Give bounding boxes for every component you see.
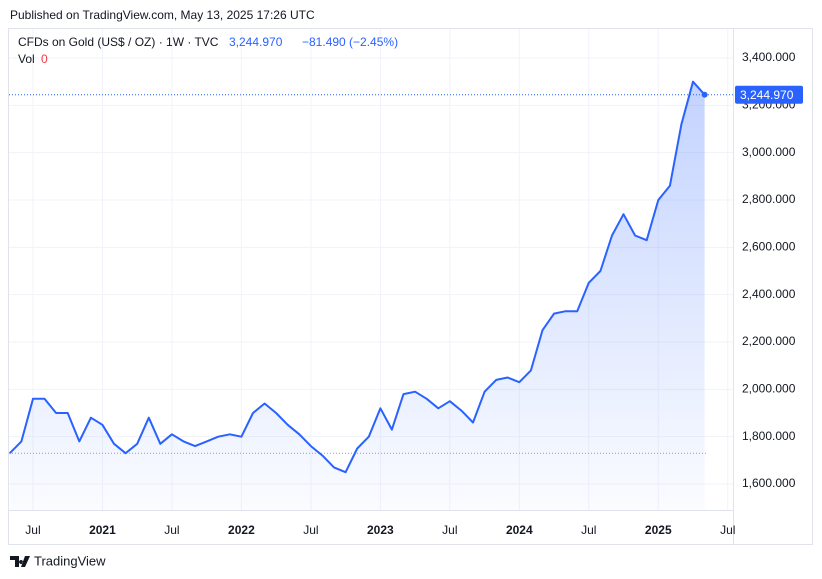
volume-label: Vol (18, 52, 35, 66)
published-note: Published on TradingView.com, May 13, 20… (10, 8, 315, 22)
y-tick-label: 1,600.000 (742, 476, 796, 490)
y-tick-label: 2,000.000 (742, 382, 796, 396)
x-tick-label: Jul (720, 523, 735, 537)
x-tick-label: 2021 (89, 523, 116, 537)
y-tick-label: 2,400.000 (742, 287, 796, 301)
area (9, 81, 705, 510)
last-point (701, 91, 708, 98)
y-tick-label: 2,800.000 (742, 192, 796, 206)
x-tick-label: 2022 (228, 523, 255, 537)
y-tick-label: 1,800.000 (742, 429, 796, 443)
x-tick-label: 2024 (506, 523, 533, 537)
price-change: −81.490 (−2.45%) (302, 35, 398, 49)
x-tick-label: Jul (581, 523, 596, 537)
x-tick-label: Jul (25, 523, 40, 537)
y-tick-label: 2,600.000 (742, 240, 796, 254)
last-price-badge-label: 3,244.970 (740, 88, 794, 102)
x-tick-label: 2025 (645, 523, 672, 537)
brand-logo (10, 556, 30, 567)
x-tick-label: 2023 (367, 523, 394, 537)
y-tick-label: 2,200.000 (742, 334, 796, 348)
volume-value: 0 (41, 52, 48, 66)
plot (9, 29, 733, 510)
x-tick-label: Jul (164, 523, 179, 537)
brand-name: TradingView (34, 553, 106, 568)
last-price-badge (735, 85, 803, 104)
x-tick-label: Jul (303, 523, 318, 537)
chart-title: CFDs on Gold (US$ / OZ) · 1W · TVC (18, 35, 219, 49)
x-tick-label: Jul (442, 523, 457, 537)
last-price: 3,244.970 (229, 35, 283, 49)
y-tick-label: 3,400.000 (742, 50, 796, 64)
y-tick-label: 3,000.000 (742, 145, 796, 159)
chart-frame (8, 28, 813, 545)
line (9, 80, 706, 474)
